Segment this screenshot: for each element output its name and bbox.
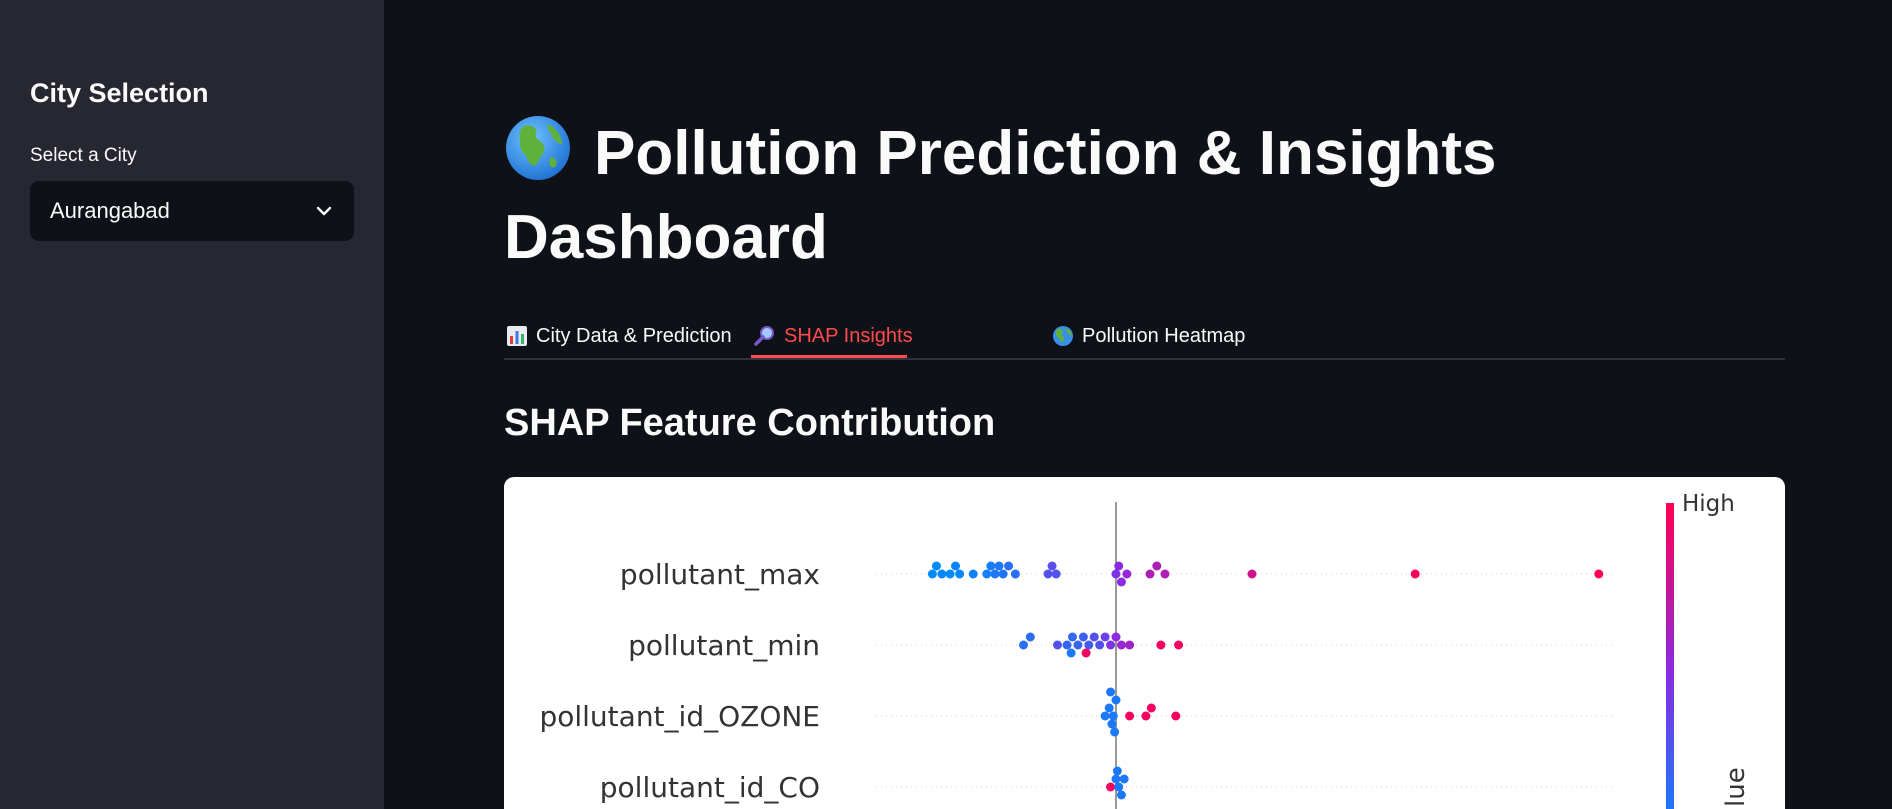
- shap-point: [1100, 632, 1110, 642]
- main-content: Pollution Prediction & Insights Dashboar…: [384, 0, 1892, 809]
- feature-label: pollutant_id_OZONE: [539, 700, 820, 733]
- shap-point: [931, 561, 941, 571]
- tab-label: Pollution Heatmap: [1082, 324, 1246, 347]
- shap-point: [1114, 782, 1124, 792]
- shap-point: [1051, 569, 1061, 579]
- shap-point: [1010, 569, 1020, 579]
- city-select[interactable]: Aurangabad: [30, 181, 354, 241]
- shap-point: [1106, 782, 1116, 792]
- shap-point: [982, 569, 992, 579]
- shap-point: [1125, 711, 1135, 721]
- shap-point: [1110, 727, 1120, 737]
- shap-point: [1095, 640, 1105, 650]
- shap-point: [1073, 640, 1083, 650]
- chevron-down-icon: [316, 206, 332, 216]
- shap-point: [951, 561, 961, 571]
- shap-point: [1004, 561, 1014, 571]
- shap-point: [1122, 569, 1132, 579]
- shap-point: [945, 569, 955, 579]
- shap-point: [990, 569, 1000, 579]
- feature-label: pollutant_max: [620, 558, 820, 591]
- shap-point: [1160, 569, 1170, 579]
- shap-point: [968, 569, 978, 579]
- city-select-value: Aurangabad: [50, 198, 170, 223]
- page-title-line2: Dashboard: [504, 203, 828, 272]
- shap-point: [1111, 774, 1121, 784]
- shap-point: [1081, 648, 1091, 658]
- section-title: SHAP Feature Contribution: [504, 402, 996, 444]
- sidebar-heading: City Selection: [30, 78, 209, 108]
- globe-icon: [506, 116, 570, 180]
- shap-point: [1111, 695, 1121, 705]
- shap-point: [1410, 569, 1420, 579]
- active-tab-indicator: [751, 355, 907, 358]
- shap-point: [1067, 632, 1077, 642]
- shap-point: [1107, 719, 1117, 729]
- shap-point: [1114, 561, 1124, 571]
- shap-point: [1116, 577, 1126, 587]
- tab-label: City Data & Prediction: [536, 324, 732, 347]
- colorbar-axis-label: lue: [1721, 767, 1751, 807]
- tab-label: SHAP Insights: [784, 324, 913, 347]
- shap-point: [986, 561, 996, 571]
- colorbar: [1666, 503, 1674, 809]
- shap-point: [1171, 711, 1181, 721]
- magnifier-icon: [754, 326, 774, 346]
- shap-point: [1116, 640, 1126, 650]
- shap-point: [1116, 790, 1126, 800]
- page-title: Pollution Prediction & Insights Dashboar…: [504, 112, 1704, 280]
- shap-point: [955, 569, 965, 579]
- page-title-line1: Pollution Prediction & Insights: [594, 119, 1497, 188]
- globe-icon: [1053, 326, 1073, 346]
- shap-point: [1145, 569, 1155, 579]
- shap-point: [1100, 711, 1110, 721]
- shap-point: [1111, 569, 1121, 579]
- shap-point: [1089, 632, 1099, 642]
- shap-point: [937, 569, 947, 579]
- shap-point: [1047, 561, 1057, 571]
- city-select-label: Select a City: [30, 145, 137, 166]
- shap-point: [1104, 703, 1114, 713]
- shap-point: [1247, 569, 1257, 579]
- shap-point: [1078, 632, 1088, 642]
- feature-label: pollutant_min: [628, 629, 820, 662]
- tab-bar: City Data & Prediction SHAP Insights Pol…: [504, 304, 1785, 360]
- shap-point: [1141, 711, 1151, 721]
- shap-point: [1111, 632, 1121, 642]
- bar-chart-icon: [507, 326, 527, 346]
- sidebar: City Selection Select a City Aurangabad: [0, 0, 384, 809]
- tab-city-data-prediction[interactable]: City Data & Prediction: [506, 314, 732, 358]
- shap-point: [1019, 640, 1029, 650]
- shap-point: [1125, 640, 1135, 650]
- shap-point: [1106, 640, 1116, 650]
- shap-point: [1053, 640, 1063, 650]
- shap-summary-plot: pollutant_max pollutant_min pollutant_id_O…: [539, 491, 1751, 809]
- shap-point: [927, 569, 937, 579]
- shap-point: [1156, 640, 1166, 650]
- shap-point: [1025, 632, 1035, 642]
- shap-point: [1084, 640, 1094, 650]
- tab-pollution-heatmap[interactable]: Pollution Heatmap: [1052, 314, 1245, 358]
- shap-summary-chart: pollutant_max pollutant_min pollutant_id_O…: [504, 477, 1785, 809]
- shap-point: [1112, 766, 1122, 776]
- shap-point: [1108, 711, 1118, 721]
- shap-point: [994, 561, 1004, 571]
- tab-shap-insights[interactable]: SHAP Insights: [754, 314, 913, 358]
- shap-point: [1594, 569, 1604, 579]
- shap-point: [1062, 640, 1072, 650]
- shap-point: [1119, 774, 1129, 784]
- shap-point: [1043, 569, 1053, 579]
- colorbar-high-label: High: [1682, 491, 1735, 517]
- shap-point: [1174, 640, 1184, 650]
- shap-point: [998, 569, 1008, 579]
- shap-point: [1106, 687, 1116, 697]
- shap-point: [1066, 648, 1076, 658]
- shap-point: [1152, 561, 1162, 571]
- shap-point: [1146, 703, 1156, 713]
- feature-label: pollutant_id_CO: [600, 771, 820, 804]
